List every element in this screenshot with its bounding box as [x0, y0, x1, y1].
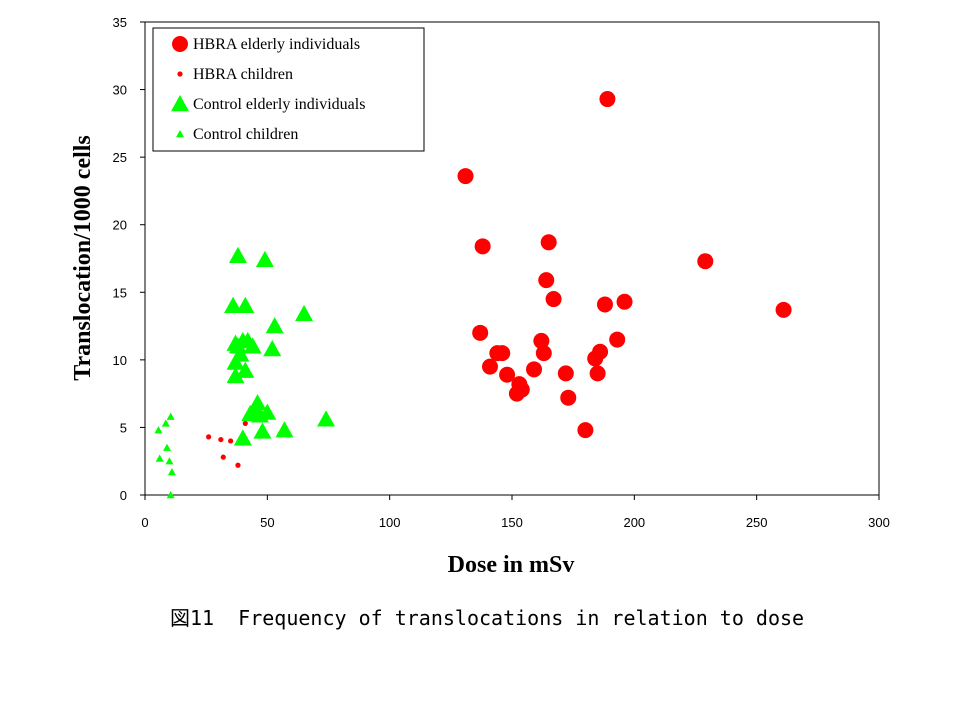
legend-marker	[171, 95, 189, 112]
data-point	[577, 422, 594, 439]
data-point	[275, 421, 294, 438]
figure-caption: 図11 Frequency of translocations in relat…	[170, 606, 805, 630]
y-axis-ticks: 0 5 10 15 20 25 30 35	[113, 15, 145, 503]
data-point	[474, 238, 491, 255]
y-tick-label: 5	[120, 420, 127, 435]
data-point	[697, 253, 714, 270]
y-tick-label: 35	[113, 15, 127, 30]
data-point	[255, 250, 274, 268]
data-point	[236, 361, 255, 378]
data-point	[317, 410, 336, 427]
data-point	[166, 412, 175, 420]
x-tick-label: 300	[868, 515, 890, 530]
y-tick-label: 10	[113, 353, 127, 368]
data-point	[224, 296, 243, 313]
y-tick-label: 15	[113, 285, 127, 300]
data-point	[253, 422, 272, 439]
y-axis-title: Translocation/1000 cells	[70, 135, 96, 381]
data-point	[233, 429, 252, 446]
data-point	[163, 443, 172, 451]
data-point	[540, 234, 557, 251]
x-axis-ticks: 0 50 100 150 200 250 300	[141, 495, 890, 530]
data-point	[206, 434, 212, 440]
legend-label: Control children	[193, 126, 298, 143]
x-tick-label: 200	[623, 515, 645, 530]
x-tick-label: 250	[746, 515, 768, 530]
legend-box	[152, 27, 425, 152]
series-1	[206, 420, 248, 468]
data-point	[560, 389, 577, 406]
data-point	[472, 324, 489, 341]
data-point	[494, 345, 511, 362]
legend-marker	[176, 130, 184, 138]
y-tick-label: 25	[113, 150, 127, 165]
data-point	[165, 457, 174, 465]
legend-marker	[172, 36, 188, 52]
y-tick-label: 30	[113, 83, 127, 98]
data-point	[155, 454, 164, 462]
data-point	[167, 468, 176, 476]
data-point	[218, 436, 224, 443]
x-tick-label: 0	[141, 515, 148, 530]
data-point	[154, 426, 163, 434]
data-point	[589, 365, 606, 382]
x-axis-title: Dose in mSv	[448, 552, 575, 578]
data-point	[481, 358, 498, 375]
y-tick-label: 20	[113, 218, 127, 233]
data-point	[226, 367, 245, 384]
x-tick-label: 50	[260, 515, 274, 530]
data-point	[263, 340, 282, 357]
series-0	[457, 91, 792, 439]
data-point	[228, 438, 234, 444]
data-point	[557, 365, 574, 382]
data-point	[596, 296, 613, 313]
data-point	[166, 491, 175, 499]
data-point	[499, 366, 516, 383]
data-point	[599, 91, 616, 108]
legend-marker	[177, 71, 183, 77]
data-point	[533, 332, 550, 349]
series-3	[154, 412, 176, 499]
data-point	[228, 246, 247, 263]
data-point	[161, 419, 170, 427]
legend-label: Control elderly individuals	[193, 96, 365, 113]
data-point	[616, 293, 633, 310]
data-point	[295, 304, 314, 322]
data-point	[248, 394, 267, 411]
data-point	[265, 317, 284, 334]
data-point	[592, 343, 609, 360]
data-points	[154, 91, 792, 499]
data-point	[535, 345, 552, 362]
x-tick-label: 100	[379, 515, 401, 530]
data-point	[235, 462, 241, 468]
legend-label: HBRA children	[193, 66, 293, 83]
data-point	[231, 345, 250, 362]
data-point	[220, 454, 226, 460]
legend-label: HBRA elderly individuals	[193, 36, 360, 53]
data-point	[526, 361, 543, 378]
legend: HBRA elderly individuals HBRA children Con…	[152, 27, 425, 152]
data-point	[242, 420, 248, 426]
data-point	[609, 331, 626, 348]
y-tick-label: 0	[120, 488, 127, 503]
data-point	[775, 301, 792, 318]
data-point	[226, 353, 245, 370]
data-point	[236, 296, 255, 313]
x-tick-label: 150	[501, 515, 523, 530]
data-point	[513, 381, 530, 398]
data-point	[457, 168, 474, 185]
data-point	[545, 291, 562, 308]
data-point	[243, 337, 262, 354]
series-2	[224, 246, 336, 446]
data-point	[258, 403, 277, 420]
data-point	[538, 272, 555, 289]
